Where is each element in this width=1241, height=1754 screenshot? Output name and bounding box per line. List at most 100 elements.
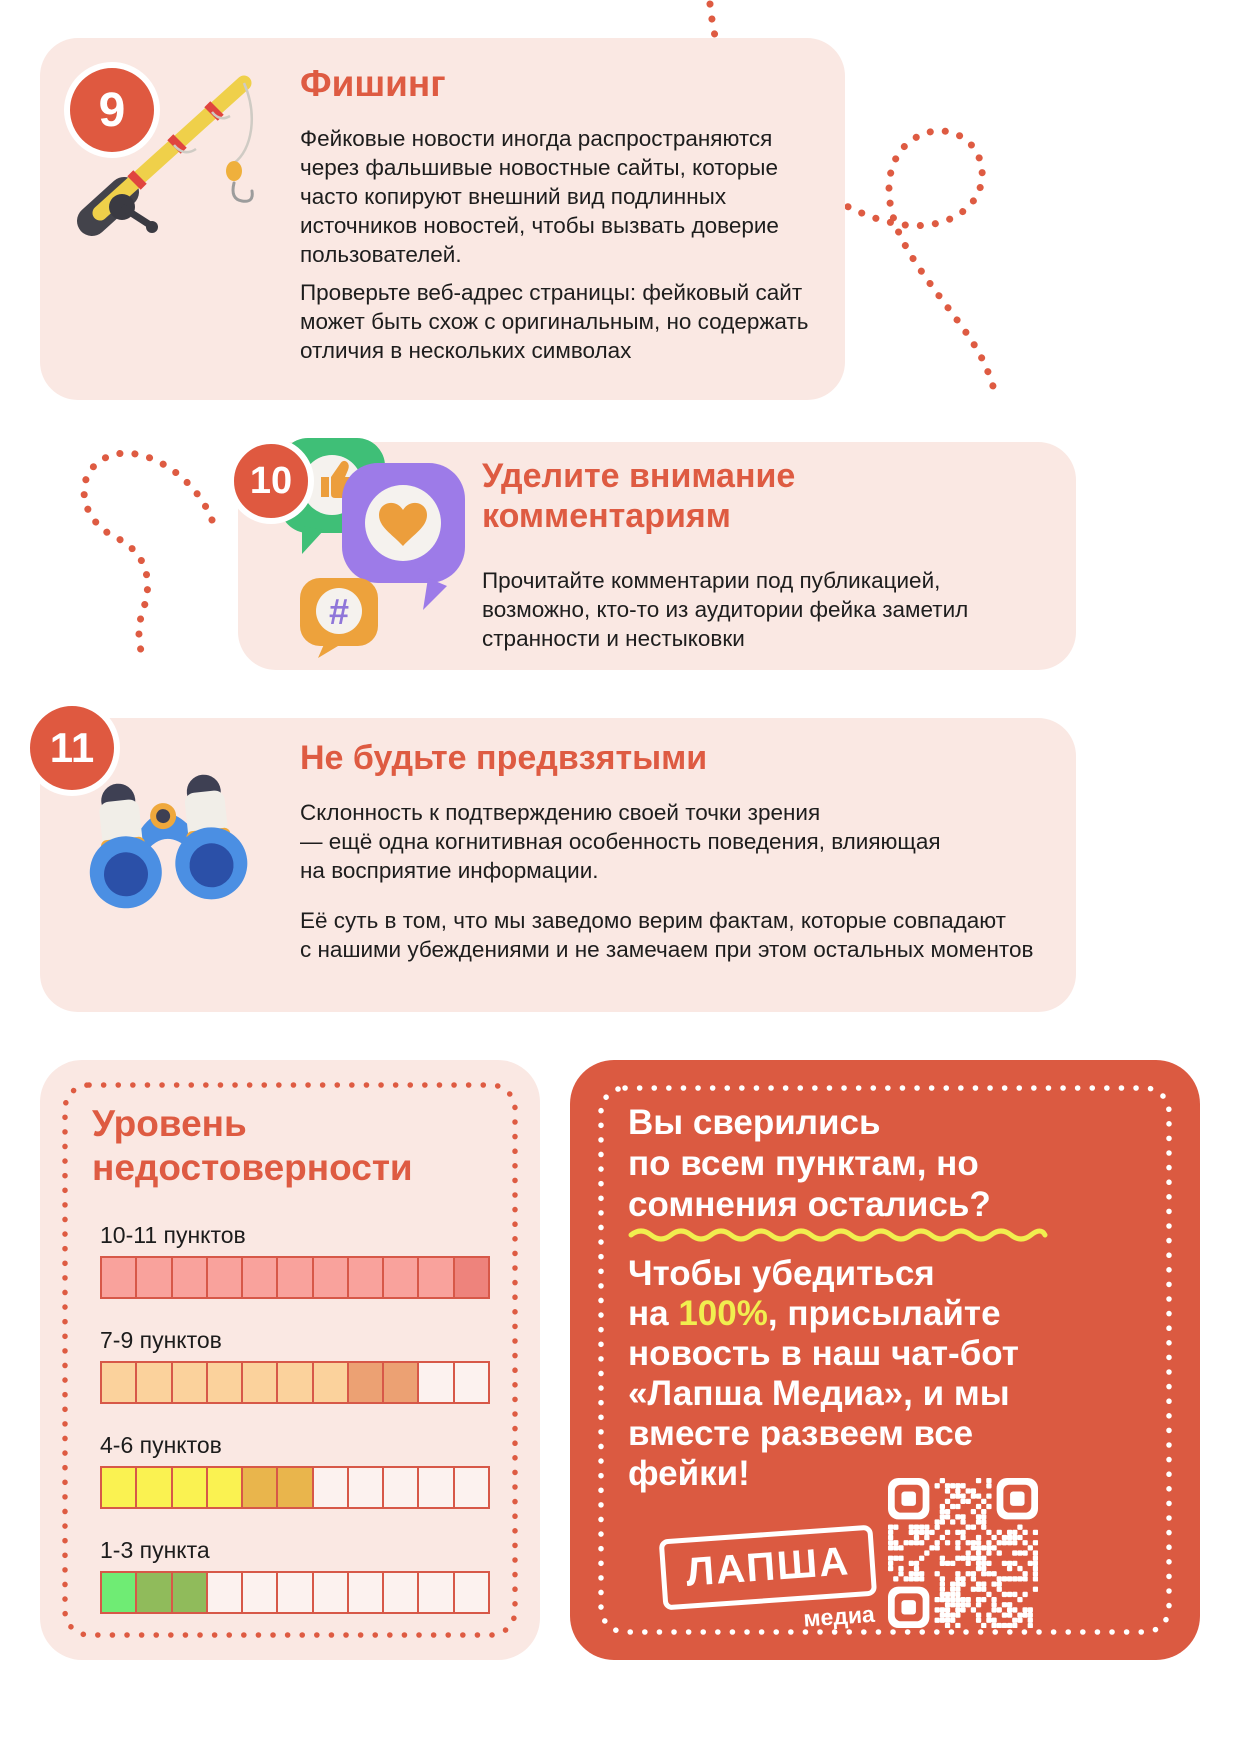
cta-body: Чтобы убедиться на 100%, присылайте ново… <box>628 1254 1108 1494</box>
level-cell <box>276 1571 314 1614</box>
level-cell <box>452 1256 490 1299</box>
level-cell <box>205 1571 244 1614</box>
bias-paragraph-2: Её суть в том, что мы заведомо верим фак… <box>300 908 1034 962</box>
level-cell <box>100 1571 138 1614</box>
card-comments: 10 # <box>228 438 1076 670</box>
binoculars-icon <box>70 754 260 914</box>
level-cell <box>346 1256 385 1299</box>
level-cell <box>346 1361 385 1404</box>
qr-code <box>888 1478 1038 1628</box>
level-cell <box>276 1466 314 1509</box>
level-cell <box>346 1466 385 1509</box>
lapsha-media-logo: ЛАПША медиа <box>658 1524 880 1643</box>
level-cell <box>170 1361 208 1404</box>
level-bar <box>100 1571 490 1614</box>
level-row-label: 4-6 пунктов <box>100 1432 222 1458</box>
bias-paragraph-1: Склонность к подтверждению своей точки з… <box>300 800 941 883</box>
badge-number: 10 <box>249 459 293 502</box>
level-cell <box>170 1256 208 1299</box>
social-reactions-icon: # <box>280 428 465 658</box>
qr-finder-top-right <box>996 1478 1038 1520</box>
level-cell <box>276 1256 314 1299</box>
level-row-label: 7-9 пунктов <box>100 1327 222 1353</box>
level-bar <box>100 1466 490 1509</box>
level-rows: 10-11 пунктов 7-9 пунктов 4-6 пунктов 1-3 п… <box>100 1222 490 1642</box>
badge-number: 11 <box>49 724 95 771</box>
phishing-title: Фишинг <box>300 63 446 104</box>
lapsha-logo-box: ЛАПША <box>658 1524 878 1611</box>
lapsha-logo-text: ЛАПША <box>684 1539 852 1595</box>
number-badge-9: 9 <box>64 62 160 158</box>
qr-finder-top-left <box>888 1478 930 1520</box>
level-cell <box>135 1361 173 1404</box>
level-cell <box>135 1571 173 1614</box>
comments-paragraph: Прочитайте комментарии под публикацией, … <box>482 568 969 651</box>
phishing-paragraph-1: Фейковые новости иногда распространяются… <box>300 126 779 267</box>
card-cta: Вы сверились по всем пунктам, но сомнени… <box>570 1060 1200 1660</box>
level-row-label: 10-11 пунктов <box>100 1222 246 1248</box>
cta-body-after: , присылайте новость в наш чат-бот «Лапш… <box>628 1294 1019 1493</box>
level-cell <box>311 1466 349 1509</box>
level-row: 1-3 пункта <box>100 1537 490 1614</box>
level-row: 4-6 пунктов <box>100 1432 490 1509</box>
number-badge-10: 10 <box>228 438 314 524</box>
level-cell <box>452 1466 490 1509</box>
level-cell <box>311 1571 349 1614</box>
heart-bubble-icon <box>342 463 465 610</box>
card-bias: Не будьте предвзятыми Склонность к подтв… <box>40 718 1076 1012</box>
level-cell <box>382 1361 420 1404</box>
level-row: 10-11 пунктов <box>100 1222 490 1299</box>
level-cell <box>100 1256 138 1299</box>
level-cell <box>241 1361 279 1404</box>
level-cell <box>452 1361 490 1404</box>
badge-number: 9 <box>98 83 126 137</box>
level-cell <box>276 1361 314 1404</box>
level-bar <box>100 1361 490 1404</box>
level-cell <box>382 1256 420 1299</box>
level-cell <box>417 1571 455 1614</box>
svg-text:#: # <box>329 591 349 632</box>
level-cell <box>417 1256 455 1299</box>
phishing-paragraph-2: Проверьте веб-адрес страницы: фейковый с… <box>300 280 809 363</box>
level-cell <box>241 1571 279 1614</box>
cta-dotted-border <box>598 1085 1172 1635</box>
comments-title: Уделите внимание комментариям <box>482 457 796 536</box>
card-phishing: 9 Фишинг Фейковые новости иногда распрос… <box>40 38 845 400</box>
hashtag-bubble-icon: # <box>300 578 378 658</box>
level-cell <box>205 1466 244 1509</box>
card-level-scale: Уровень недостоверности 10-11 пунктов 7-9… <box>40 1060 540 1660</box>
level-bar <box>100 1256 490 1299</box>
qr-finder-bottom-left <box>888 1586 930 1628</box>
level-dotted-border <box>62 1082 518 1638</box>
level-cell <box>417 1361 455 1404</box>
cta-body-before: Чтобы убедиться на <box>628 1254 935 1333</box>
level-cell <box>241 1466 279 1509</box>
number-badge-11: 11 <box>24 700 120 796</box>
level-cell <box>170 1466 208 1509</box>
bias-title: Не будьте предвзятыми <box>300 739 708 777</box>
level-cell <box>100 1466 138 1509</box>
level-cell <box>205 1361 244 1404</box>
cta-title: Вы сверились по всем пунктам, но сомнени… <box>628 1103 991 1224</box>
level-cell <box>135 1256 173 1299</box>
level-cell <box>205 1256 244 1299</box>
level-title: Уровень недостоверности <box>92 1103 413 1188</box>
level-cell <box>382 1466 420 1509</box>
level-row-label: 1-3 пункта <box>100 1537 210 1563</box>
fishing-rod-icon <box>62 55 277 255</box>
level-cell <box>382 1571 420 1614</box>
level-cell <box>241 1256 279 1299</box>
level-cell <box>311 1256 349 1299</box>
level-cell <box>346 1571 385 1614</box>
level-cell <box>311 1361 349 1404</box>
cta-highlight: 100% <box>678 1294 768 1333</box>
level-cell <box>452 1571 490 1614</box>
level-row: 7-9 пунктов <box>100 1327 490 1404</box>
level-cell <box>417 1466 455 1509</box>
level-cell <box>170 1571 208 1614</box>
cta-underline-squiggle-icon <box>628 1228 1048 1242</box>
dotted-curve-left-decoration <box>80 449 216 664</box>
level-cell <box>135 1466 173 1509</box>
level-cell <box>100 1361 138 1404</box>
